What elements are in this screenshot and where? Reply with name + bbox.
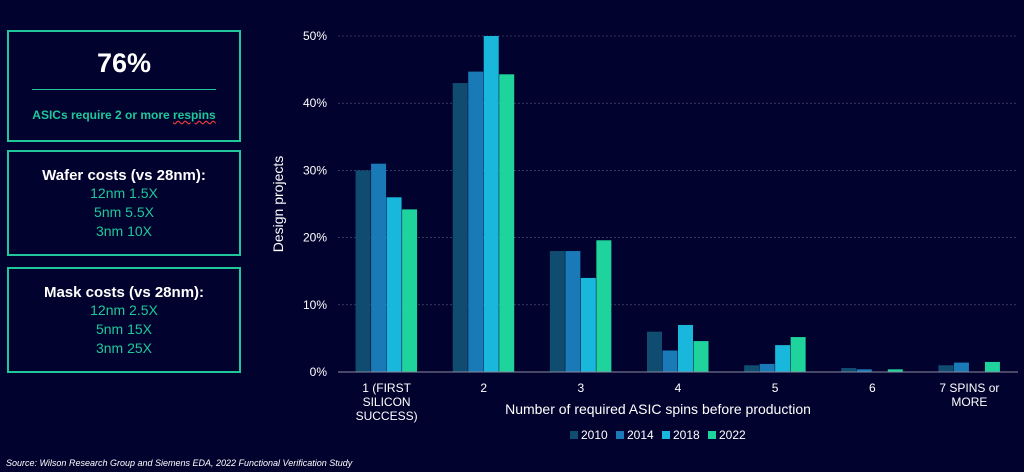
bar-2022 (790, 337, 806, 372)
bar-2022 (887, 369, 903, 372)
y-tick-label: 30% (303, 163, 327, 177)
wafer-costs-title: Wafer costs (vs 28nm): (42, 167, 206, 184)
wafer-costs-panel: Wafer costs (vs 28nm): 12nm 1.5X 5nm 5.5… (7, 150, 241, 256)
bar-2010 (355, 170, 371, 372)
x-tick-label: 1 (FIRST (362, 381, 411, 395)
stat-caption-respins: respins (173, 108, 216, 122)
bar-2010 (647, 331, 662, 372)
x-axis-label: Number of required ASIC spins before pro… (505, 401, 811, 417)
y-axis-label: Design projects (270, 156, 286, 253)
x-tick-label: SILICON (363, 395, 411, 409)
bar-2014 (856, 369, 872, 372)
respins-stat-panel: 76% ASICs require 2 or more respins (7, 30, 241, 142)
legend-swatch (662, 431, 670, 439)
stat-caption-text: ASICs require 2 or more (32, 108, 174, 122)
source-note: Source: Wilson Research Group and Siemen… (6, 458, 353, 468)
mask-cost-line: 12nm 2.5X (90, 302, 158, 318)
wafer-cost-line: 3nm 10X (95, 223, 153, 239)
respins-stat-value: 76% (96, 48, 152, 78)
bar-2014 (953, 362, 969, 372)
mask-costs-title: Mask costs (vs 28nm): (43, 284, 205, 301)
bar-2010 (744, 365, 760, 372)
mask-cost-line: 3nm 25X (95, 340, 153, 356)
x-tick-label: 5 (772, 381, 779, 395)
bar-2014 (565, 251, 581, 372)
mask-cost-line: 5nm 15X (95, 321, 153, 337)
legend-label: 2014 (627, 428, 654, 442)
chart-legend: 2010 2014 2018 2022 (570, 428, 746, 442)
bar-2018 (678, 324, 693, 372)
x-tick-label: 2 (480, 381, 487, 395)
spins-bar-chart: 0% 10% 20% 30% 40% 50% 1 (FIRSTSILICONSUCCESS… (270, 29, 1018, 442)
bar-2022 (499, 74, 515, 372)
chart-gridlines (338, 35, 1018, 306)
wafer-cost-line: 5nm 5.5X (94, 204, 154, 220)
bar-2014 (371, 163, 387, 372)
y-tick-label: 20% (303, 231, 327, 245)
y-tick-label: 0% (310, 365, 328, 379)
legend-swatch (708, 431, 716, 439)
bar-2022 (402, 209, 418, 372)
x-tick-label: 7 SPINS or (939, 381, 999, 395)
x-tick-label: 6 (869, 381, 876, 395)
bar-2018 (483, 36, 499, 372)
bar-2018 (775, 345, 791, 372)
x-tick-label: 3 (578, 381, 585, 395)
legend-label: 2018 (673, 428, 700, 442)
stat-divider (32, 89, 216, 90)
bar-2022 (596, 240, 612, 372)
bar-2010 (938, 365, 954, 372)
bar-2018 (580, 277, 596, 372)
chart-bars (355, 36, 1000, 372)
bar-2010 (841, 367, 857, 372)
legend-label: 2010 (581, 428, 608, 442)
y-tick-label: 10% (303, 298, 327, 312)
x-tick-label: MORE (951, 395, 987, 409)
x-tick-label: 4 (675, 381, 682, 395)
legend-swatch (616, 431, 624, 439)
bar-2022 (984, 361, 1000, 372)
bar-2022 (693, 341, 709, 372)
legend-swatch (570, 431, 578, 439)
legend-label: 2022 (719, 428, 746, 442)
bar-2018 (386, 197, 402, 372)
wafer-cost-line: 12nm 1.5X (90, 185, 158, 201)
y-tick-label: 50% (303, 29, 327, 43)
mask-costs-panel: Mask costs (vs 28nm): 12nm 2.5X 5nm 15X … (7, 267, 241, 373)
bar-2010 (549, 251, 565, 372)
bar-2014 (759, 363, 775, 372)
y-tick-label: 40% (303, 96, 327, 110)
y-axis-ticks: 0% 10% 20% 30% 40% 50% (303, 29, 327, 379)
bar-2014 (662, 350, 678, 372)
bar-2010 (452, 83, 468, 372)
x-tick-label: SUCCESS) (356, 409, 418, 423)
bar-2014 (468, 71, 484, 372)
respins-stat-caption: ASICs require 2 or more respins (9, 108, 239, 122)
